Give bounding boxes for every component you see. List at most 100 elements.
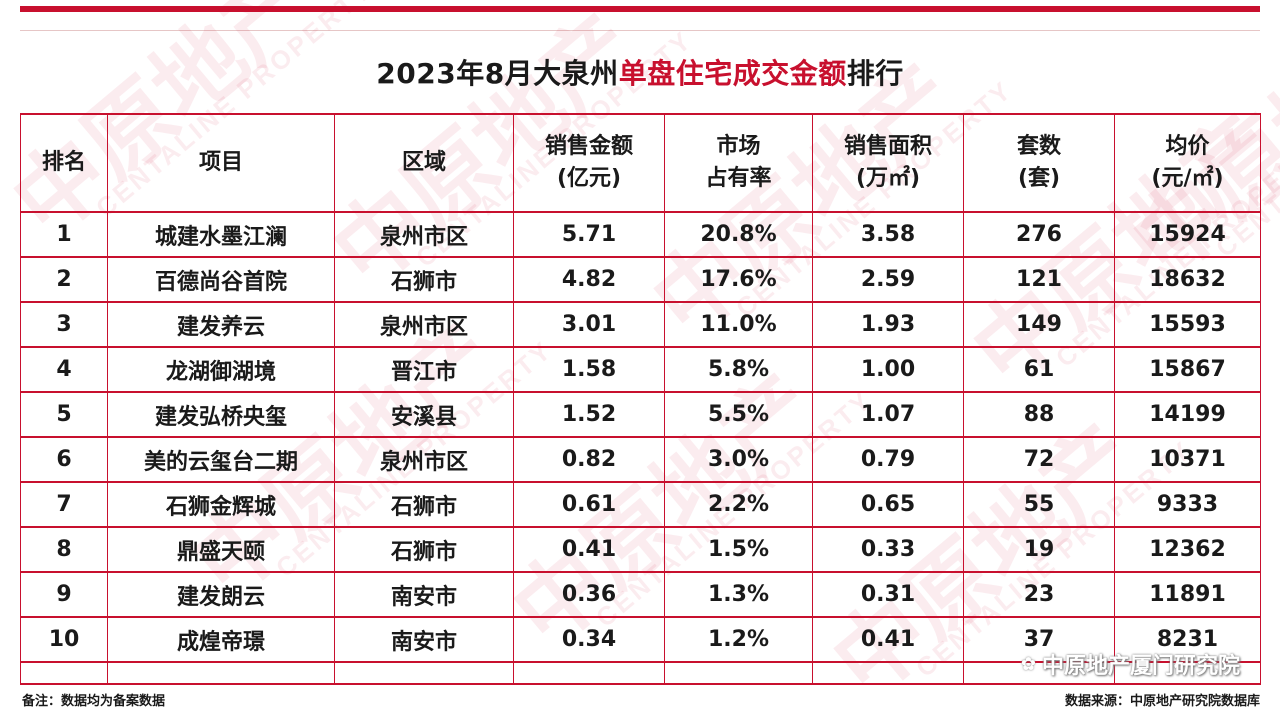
table-cell: 11.0% (664, 302, 813, 348)
table-cell: 5.8% (664, 347, 813, 393)
column-header-line: 区域 (401, 150, 446, 175)
table-cell: 3.01 (513, 302, 665, 348)
column-header-line: 均价 (1165, 134, 1210, 159)
table-row: 5 建发弘桥央玺 安溪县 1.52 5.5% 1.07 88 14199 (20, 392, 1261, 438)
column-header-line: (套) (1017, 166, 1061, 191)
title-prefix: 2023年8月大泉州 (376, 57, 619, 90)
column-header-line: 项目 (198, 150, 243, 175)
table-row: 3 建发养云 泉州市区 3.01 11.0% 1.93 149 15593 (20, 302, 1261, 348)
table-cell: 城建水墨江澜 (107, 212, 335, 258)
table-cell: 1 (20, 212, 108, 258)
table-cell: 1.2% (664, 617, 813, 663)
top-divider (20, 30, 1260, 31)
table-cell: 4.82 (513, 257, 665, 303)
table-cell: 2.2% (664, 482, 813, 528)
table-cell: 泉州市区 (334, 212, 514, 258)
table-header-row: 排名 项目 区域 销售金额 (亿元) 市场 占有率 销售面积 (万㎡) 套数 (套) 均价 (元/㎡) (20, 113, 1261, 213)
footer-source: 数据来源：中原地产研究院数据库 (1064, 694, 1260, 709)
table-cell: 晋江市 (334, 347, 514, 393)
table-cell: 3 (20, 302, 108, 348)
table-row: 2 百德尚谷首院 石狮市 4.82 17.6% 2.59 121 18632 (20, 257, 1261, 303)
table-cell: 1.00 (812, 347, 964, 393)
table-cell: 121 (963, 257, 1115, 303)
table-cell: 鼎盛天颐 (107, 527, 335, 573)
table-row: 9 建发朗云 南安市 0.36 1.3% 0.31 23 11891 (20, 572, 1261, 618)
table-cell: 美的云玺台二期 (107, 437, 335, 483)
table-cell: 0.36 (513, 572, 665, 618)
table-cell: 10371 (1114, 437, 1261, 483)
table-cell: 37 (963, 617, 1115, 663)
table-cell: 南安市 (334, 617, 514, 663)
table-cell: 4 (20, 347, 108, 393)
table-cell: 5 (20, 392, 108, 438)
table-cell: 149 (963, 302, 1115, 348)
table-cell: 15867 (1114, 347, 1261, 393)
table-cell: 3.0% (664, 437, 813, 483)
column-header: 市场 占有率 (664, 113, 813, 213)
table-cell: 15593 (1114, 302, 1261, 348)
table-cell: 5.5% (664, 392, 813, 438)
table-cell: 龙湖御湖境 (107, 347, 335, 393)
table-cell: 2.59 (812, 257, 964, 303)
column-header-line: (万㎡) (855, 166, 921, 191)
column-header: 套数 (套) (963, 113, 1115, 213)
footer-note: 备注：数据均为备案数据 (22, 694, 166, 709)
table-row: 10 成煌帝璟 南安市 0.34 1.2% 0.41 37 8231 (20, 617, 1261, 663)
table-cell: 8 (20, 527, 108, 573)
table-cell: 3.58 (812, 212, 964, 258)
table-cell: 1.07 (812, 392, 964, 438)
table-cell: 石狮金辉城 (107, 482, 335, 528)
column-header: 销售金额 (亿元) (513, 113, 665, 213)
table-cell: 1.3% (664, 572, 813, 618)
column-header-line: 占有率 (705, 166, 772, 191)
column-header-line: 市场 (716, 134, 761, 159)
table-cell: 9 (20, 572, 108, 618)
title-suffix: 排行 (846, 57, 904, 90)
table-cell: 建发朗云 (107, 572, 335, 618)
table-cell: 0.33 (812, 527, 964, 573)
table-cell: 17.6% (664, 257, 813, 303)
table-cell: 南安市 (334, 572, 514, 618)
table-cell: 建发养云 (107, 302, 335, 348)
table-cell: 0.65 (812, 482, 964, 528)
table-cell: 18632 (1114, 257, 1261, 303)
table-spacer-cell (664, 662, 813, 685)
table-cell: 20.8% (664, 212, 813, 258)
table-cell: 10 (20, 617, 108, 663)
table-cell: 5.71 (513, 212, 665, 258)
table-cell: 23 (963, 572, 1115, 618)
page-title: 2023年8月大泉州单盘住宅成交金额排行 (0, 52, 1280, 92)
table-cell: 19 (963, 527, 1115, 573)
table-cell: 0.61 (513, 482, 665, 528)
wechat-icon: ✿ (1020, 653, 1036, 675)
table-cell: 石狮市 (334, 482, 514, 528)
table-cell: 0.41 (513, 527, 665, 573)
brand-text: 中原地产厦门研究院 (1041, 654, 1240, 679)
table-cell: 1.52 (513, 392, 665, 438)
table-row: 1 城建水墨江澜 泉州市区 5.71 20.8% 3.58 276 15924 (20, 212, 1261, 258)
table-row: 6 美的云玺台二期 泉州市区 0.82 3.0% 0.79 72 10371 (20, 437, 1261, 483)
table-spacer-cell (107, 662, 335, 685)
table-cell: 0.41 (812, 617, 964, 663)
table-cell: 55 (963, 482, 1115, 528)
table-row: 8 鼎盛天颐 石狮市 0.41 1.5% 0.33 19 12362 (20, 527, 1261, 573)
table-cell: 1.58 (513, 347, 665, 393)
table-cell: 9333 (1114, 482, 1261, 528)
column-header-line: 套数 (1016, 134, 1061, 159)
table-cell: 12362 (1114, 527, 1261, 573)
table-cell: 72 (963, 437, 1115, 483)
table-cell: 15924 (1114, 212, 1261, 258)
table-spacer-cell (812, 662, 964, 685)
table-cell: 7 (20, 482, 108, 528)
table-cell: 6 (20, 437, 108, 483)
table-row: 7 石狮金辉城 石狮市 0.61 2.2% 0.65 55 9333 (20, 482, 1261, 528)
table-spacer-cell (1114, 662, 1261, 685)
column-header: 排名 (20, 113, 108, 213)
column-header: 销售面积 (万㎡) (812, 113, 964, 213)
table-cell: 88 (963, 392, 1115, 438)
table-cell: 成煌帝璟 (107, 617, 335, 663)
table-cell: 0.31 (812, 572, 964, 618)
table-cell: 276 (963, 212, 1115, 258)
brand-watermark: ✿ 中原地产厦门研究院 (1021, 648, 1240, 680)
table-cell: 14199 (1114, 392, 1261, 438)
